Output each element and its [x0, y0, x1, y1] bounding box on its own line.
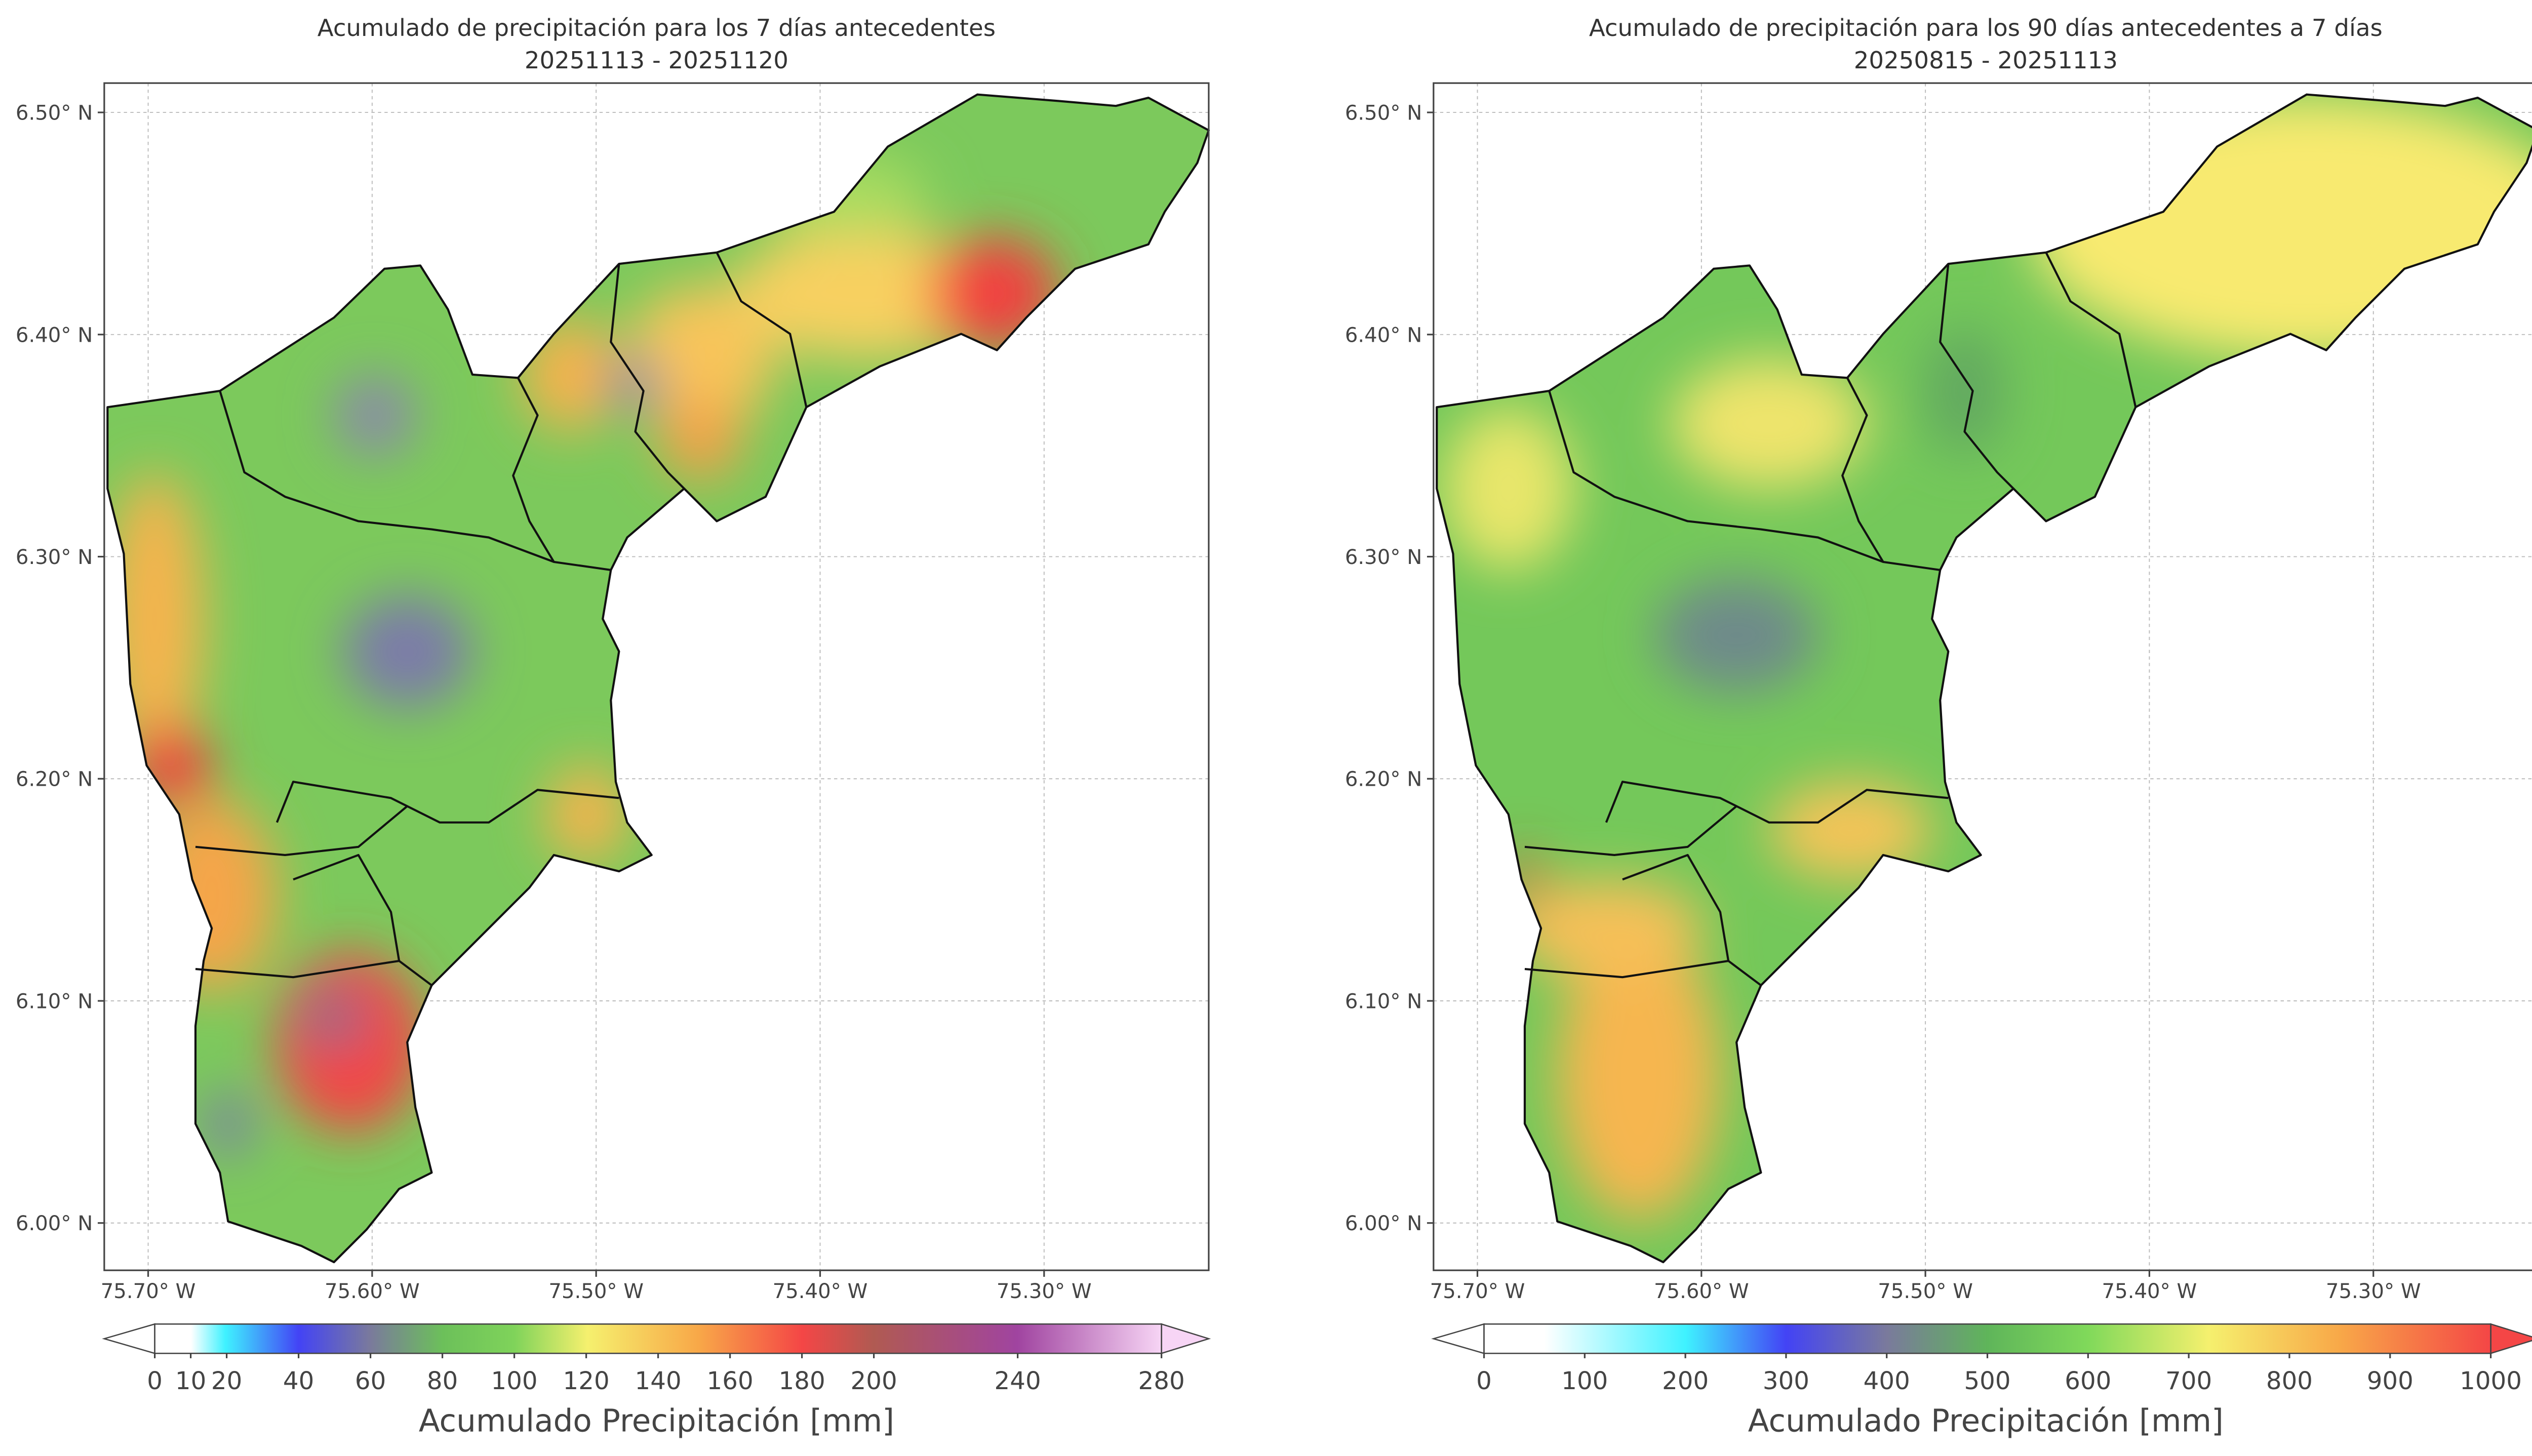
- colorbar-tick-label: 500: [1964, 1367, 2010, 1395]
- colorbar-tick-label: 10: [175, 1367, 206, 1395]
- panel-title: Acumulado de precipitación para los 90 d…: [1589, 14, 2383, 42]
- y-tick-label: 6.30° N: [16, 546, 93, 569]
- colorbar: [1483, 1323, 2491, 1354]
- colorbar: [154, 1323, 1162, 1354]
- panel-subtitle: 20251113 - 20251120: [525, 47, 788, 74]
- colorbar-tick-label: 700: [2165, 1367, 2212, 1395]
- colorbar-extend-high: [2490, 1323, 2532, 1355]
- colorbar-tick-label: 600: [2065, 1367, 2111, 1395]
- colorbar-tick-label: 300: [1763, 1367, 1809, 1395]
- x-tick-label: 75.50° W: [548, 1280, 644, 1303]
- y-tick-label: 6.20° N: [1345, 768, 1422, 791]
- x-tick-label: 75.50° W: [1878, 1280, 1973, 1303]
- colorbar-extend-high: [1161, 1323, 1211, 1355]
- x-tick-label: 75.40° W: [773, 1280, 868, 1303]
- colorbar-tick-label: 40: [283, 1367, 314, 1395]
- colorbar-tick-label: 120: [563, 1367, 610, 1395]
- colorbar-tick-label: 60: [355, 1367, 386, 1395]
- x-tick-label: 75.30° W: [2326, 1280, 2421, 1303]
- colorbar-tick-label: 180: [779, 1367, 825, 1395]
- axes-frame: [1433, 82, 2532, 1271]
- x-tick-label: 75.60° W: [325, 1280, 420, 1303]
- colorbar-tick-label: 240: [995, 1367, 1041, 1395]
- colorbar-extend-low: [1431, 1323, 1485, 1354]
- colorbar-tick-label: 160: [707, 1367, 754, 1395]
- colorbar-tick-label: 280: [1138, 1367, 1185, 1395]
- colorbar-tick-label: 20: [211, 1367, 242, 1395]
- colorbar-tick-label: 100: [1561, 1367, 1608, 1395]
- colorbar-label: Acumulado Precipitación [mm]: [1748, 1403, 2224, 1439]
- map-right: [1427, 82, 2532, 1270]
- y-tick-label: 6.00° N: [1345, 1212, 1422, 1235]
- colorbar-tick-label: 200: [1662, 1367, 1709, 1395]
- axes-layer: Acumulado de precipitación para los 7 dí…: [16, 14, 2532, 1439]
- y-tick-label: 6.40° N: [1345, 323, 1422, 347]
- y-tick-label: 6.20° N: [16, 768, 93, 791]
- x-tick-label: 75.70° W: [1430, 1280, 1525, 1303]
- colorbar-tick-label: 900: [2367, 1367, 2414, 1395]
- y-tick-label: 6.00° N: [16, 1212, 93, 1235]
- colorbar-tick-label: 100: [491, 1367, 538, 1395]
- x-tick-label: 75.30° W: [997, 1280, 1092, 1303]
- axes-frame: [103, 82, 1210, 1271]
- colorbar-tick-label: 140: [635, 1367, 682, 1395]
- x-tick-label: 75.40° W: [2102, 1280, 2197, 1303]
- y-tick-label: 6.50° N: [16, 102, 93, 125]
- colorbar-tick-label: 800: [2266, 1367, 2313, 1395]
- colorbar-tick-label: 200: [851, 1367, 897, 1395]
- colorbar-tick-label: 80: [427, 1367, 458, 1395]
- y-tick-label: 6.10° N: [1345, 990, 1422, 1013]
- colorbar-extend-low: [102, 1323, 155, 1354]
- colorbar-label: Acumulado Precipitación [mm]: [419, 1403, 894, 1439]
- y-tick-label: 6.30° N: [1345, 546, 1422, 569]
- x-tick-label: 75.70° W: [101, 1280, 196, 1303]
- x-tick-label: 75.60° W: [1654, 1280, 1749, 1303]
- colorbar-tick-label: 0: [1476, 1367, 1492, 1395]
- y-tick-label: 6.10° N: [16, 990, 93, 1013]
- map-left: [98, 82, 1222, 1270]
- colorbar-tick-label: 0: [147, 1367, 163, 1395]
- y-tick-label: 6.50° N: [1345, 102, 1422, 125]
- panel-title: Acumulado de precipitación para los 7 dí…: [318, 14, 996, 42]
- colorbar-tick-label: 1000: [2460, 1367, 2522, 1395]
- y-tick-label: 6.40° N: [16, 323, 93, 347]
- colorbar-tick-label: 400: [1864, 1367, 1910, 1395]
- panel-subtitle: 20250815 - 20251113: [1854, 47, 2118, 74]
